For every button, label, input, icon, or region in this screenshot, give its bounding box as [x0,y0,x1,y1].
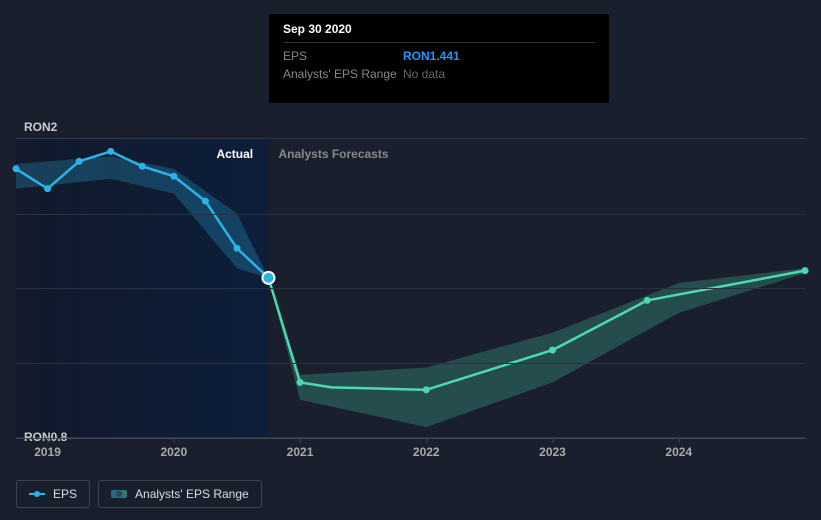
tooltip-row-label: Analysts' EPS Range [283,67,403,81]
x-axis: 2019 2020 2021 2022 2023 2024 [16,438,805,468]
eps-marker[interactable] [76,158,83,165]
legend-swatch [29,490,45,498]
eps-marker-highlight[interactable] [262,272,274,284]
x-tick-label: 2024 [665,445,692,459]
y-axis-max-label: RON2 [24,120,57,134]
region-label-forecast: Analysts Forecasts [278,147,388,161]
eps-marker[interactable] [44,185,51,192]
eps-marker[interactable] [170,173,177,180]
tooltip-date: Sep 30 2020 [283,22,595,36]
eps-chart: RON2 ActualAnalysts Forecasts RON0.8 201… [16,120,805,468]
gridline [16,363,805,364]
tooltip-row-value: No data [403,67,445,81]
eps-marker[interactable] [802,267,809,274]
legend-item[interactable]: EPS [16,480,90,508]
eps-marker[interactable] [644,297,651,304]
x-tick-label: 2019 [34,445,61,459]
range-area-forecast [268,268,805,427]
x-tick: 2021 [287,443,314,461]
eps-marker[interactable] [233,245,240,252]
chart-tooltip: Sep 30 2020 EPSRON1.441Analysts' EPS Ran… [269,14,609,103]
eps-marker[interactable] [423,386,430,393]
legend-label: EPS [53,487,77,501]
gridline [16,214,805,215]
tooltip-row-value: RON1.441 [403,49,460,63]
eps-marker[interactable] [549,347,556,354]
x-tick: 2023 [539,443,566,461]
x-tick-label: 2022 [413,445,440,459]
legend-swatch [111,490,127,498]
tooltip-row: EPSRON1.441 [283,47,595,65]
x-tick: 2024 [665,443,692,461]
eps-marker[interactable] [202,198,209,205]
legend-label: Analysts' EPS Range [135,487,249,501]
tooltip-row-label: EPS [283,49,403,63]
x-tick: 2019 [34,443,61,461]
legend-item[interactable]: Analysts' EPS Range [98,480,262,508]
chart-plot-area[interactable]: Actual Analysts Forecasts [16,138,805,438]
x-tick-label: 2023 [539,445,566,459]
x-tick-label: 2021 [287,445,314,459]
x-tick-label: 2020 [160,445,187,459]
tooltip-row: Analysts' EPS RangeNo data [283,65,595,83]
chart-legend: EPS Analysts' EPS Range [16,480,262,508]
eps-marker[interactable] [297,379,304,386]
eps-marker[interactable] [139,163,146,170]
range-area-actual [16,156,268,278]
eps-marker[interactable] [13,165,20,172]
gridline [16,288,805,289]
eps-marker[interactable] [107,148,114,155]
region-label-actual: Actual [216,147,253,161]
x-tick: 2020 [160,443,187,461]
x-tick: 2022 [413,443,440,461]
